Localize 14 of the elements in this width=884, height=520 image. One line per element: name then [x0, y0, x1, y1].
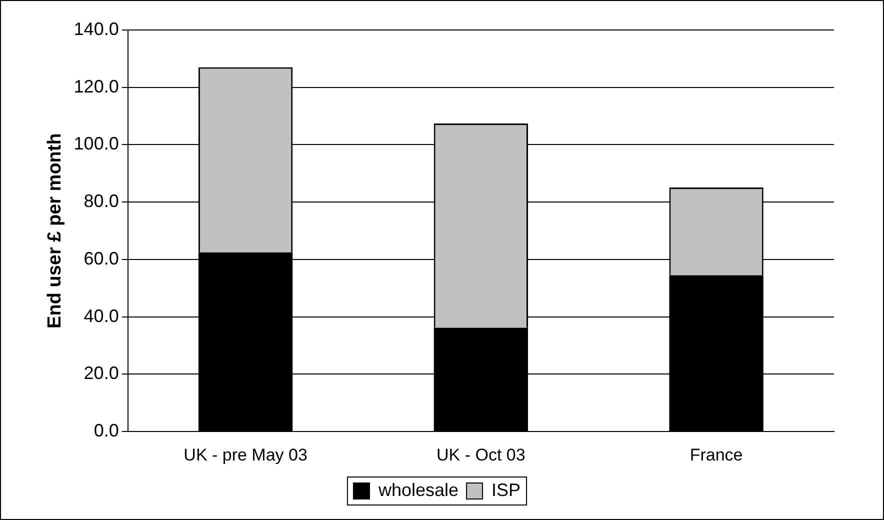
- x-tick-label: France: [690, 445, 743, 464]
- y-tick-label: 100.0: [74, 134, 119, 154]
- y-tick-label: 140.0: [74, 18, 119, 39]
- y-tick-label: 0.0: [94, 420, 119, 441]
- y-tick-label: 20.0: [84, 363, 119, 384]
- x-tick-label: UK - Oct 03: [436, 445, 526, 464]
- y-axis-title: End user £ per month: [44, 133, 66, 328]
- y-tick-label: 60.0: [84, 248, 119, 268]
- x-tick-label: UK - pre May 03: [184, 445, 308, 464]
- y-tick-label: 40.0: [84, 306, 119, 326]
- y-tick-label: 120.0: [74, 76, 119, 96]
- legend-label: ISP: [492, 480, 521, 500]
- legend-label: wholesale: [377, 480, 459, 500]
- y-tick-label: 80.0: [84, 191, 119, 212]
